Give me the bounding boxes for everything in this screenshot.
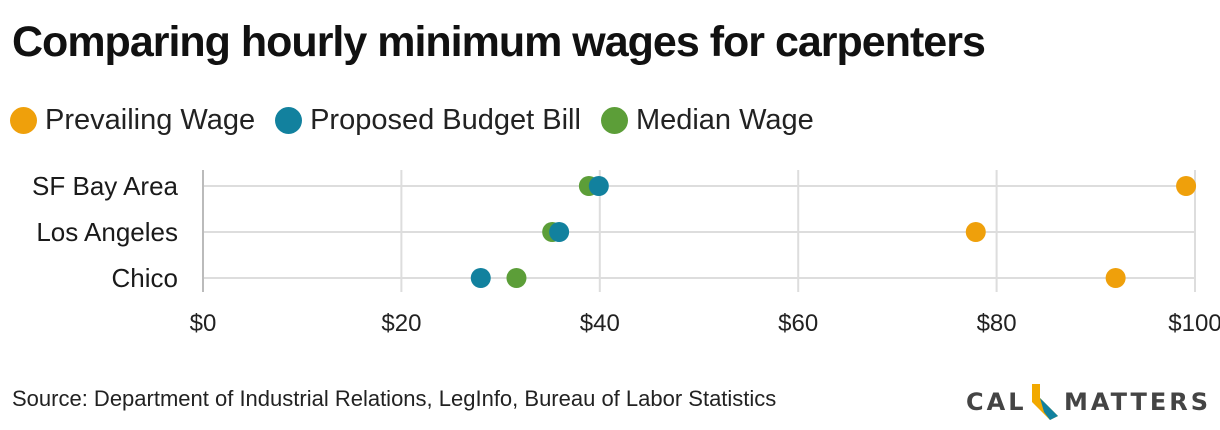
logo-text-matters: MATTERS [1064, 388, 1211, 416]
x-tick-label: $40 [580, 310, 620, 337]
calmatters-logo: CAL MATTERS [966, 384, 1211, 420]
legend-item-prevailing-wage: Prevailing Wage [10, 104, 255, 137]
california-shape-icon [1032, 384, 1058, 420]
x-tick-label: $20 [381, 310, 421, 337]
x-tick-label: $80 [977, 310, 1017, 337]
source-note: Source: Department of Industrial Relatio… [12, 386, 777, 411]
dot-proposed-budget-bill [549, 222, 570, 242]
x-tick-label: $60 [778, 310, 818, 337]
x-tick-label: $100 [1168, 310, 1220, 337]
legend-item-proposed-budget-bill: Proposed Budget Bill [275, 104, 581, 137]
legend-swatch-proposed-budget-bill [275, 106, 303, 134]
category-label: Los Angeles [36, 217, 178, 247]
category-label: Chico [112, 263, 178, 293]
legend-swatch-prevailing-wage [10, 106, 37, 134]
dot-prevailing-wage [965, 222, 986, 242]
legend-swatch-median-wage [600, 106, 628, 134]
legend-label-proposed-budget-bill: Proposed Budget Bill [310, 103, 581, 136]
dot-median-wage [506, 268, 527, 288]
x-tick-label: $0 [190, 310, 217, 337]
legend-item-median-wage: Median Wage [600, 103, 814, 137]
dot-prevailing-wage [1176, 176, 1197, 196]
dot-plot-chart: $0 $20 $40 $60 $80 $100 SF Bay Area Los Angeles… [32, 170, 1220, 337]
dot-prevailing-wage [1105, 268, 1126, 288]
dot-proposed-budget-bill [588, 176, 609, 196]
legend-label-prevailing-wage: Prevailing Wage [45, 103, 256, 136]
legend-label-median-wage: Median Wage [635, 103, 814, 136]
legend: Prevailing Wage Proposed Budget Bill Med… [10, 102, 834, 138]
logo-text-cal: CAL [966, 388, 1026, 416]
dot-proposed-budget-bill [470, 268, 491, 288]
category-label: SF Bay Area [32, 171, 178, 201]
chart-title: Comparing hourly minimum wages for carpe… [12, 18, 986, 66]
